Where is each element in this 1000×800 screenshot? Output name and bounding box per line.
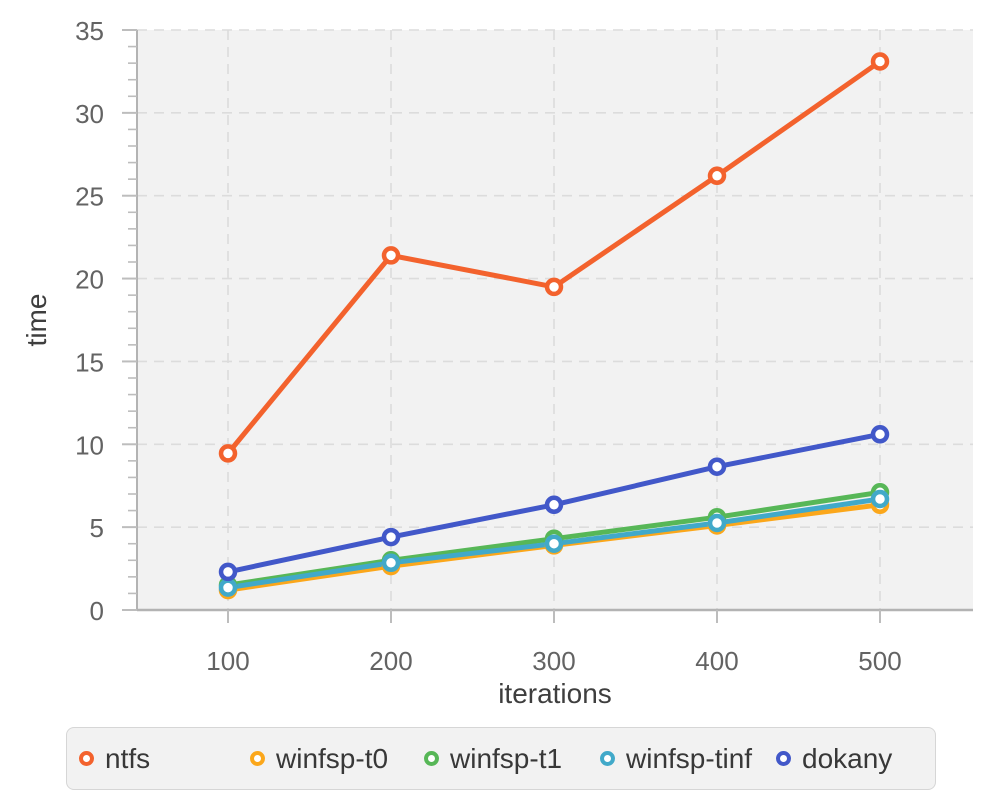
legend-item-winfsp-tinf: winfsp-tinf <box>600 742 776 774</box>
plot-background <box>137 30 973 610</box>
y-tick-label: 10 <box>75 430 104 460</box>
y-tick-label: 30 <box>75 99 104 129</box>
data-point-dokany <box>544 495 564 515</box>
legend-marker-dokany <box>776 751 791 766</box>
x-tick-label: 200 <box>369 646 412 676</box>
data-point-ntfs <box>218 444 238 463</box>
data-point-dokany <box>218 562 238 582</box>
x-axis-title: iterations <box>498 678 612 709</box>
legend-item-winfsp-t1: winfsp-t1 <box>424 742 600 774</box>
legend-label: winfsp-t1 <box>450 742 563 774</box>
legend-label: winfsp-tinf <box>626 742 753 774</box>
data-point-ntfs <box>381 246 401 265</box>
x-tick-label: 300 <box>532 646 575 676</box>
legend-marker-winfsp-t0 <box>250 751 265 766</box>
data-point-winfsp-tinf <box>218 578 238 597</box>
x-tick-label: 100 <box>206 646 249 676</box>
legend-label: winfsp-t0 <box>276 742 389 774</box>
tick-marks <box>122 29 881 623</box>
legend-marker-winfsp-t1 <box>424 751 439 766</box>
legend-marker-ntfs <box>79 751 94 766</box>
data-point-ntfs <box>707 166 727 186</box>
legend: ntfs winfsp-t0 winfsp-t1 winfsp-tinf dokany <box>66 727 936 790</box>
plot: 0 5 10 15 20 25 30 35 100 200 300 400 500 time itera… <box>21 16 973 709</box>
series-markers <box>218 52 890 600</box>
x-tick-label: 400 <box>695 646 738 676</box>
y-tick-label: 5 <box>90 513 104 543</box>
legend-item-ntfs: ntfs <box>79 742 250 774</box>
data-point-winfsp-tinf <box>381 553 401 573</box>
data-point-dokany <box>870 425 890 444</box>
y-axis-title: time <box>21 294 52 347</box>
data-point-ntfs <box>544 277 564 297</box>
legend-marker-winfsp-tinf <box>600 751 615 766</box>
legend-label: dokany <box>802 742 893 774</box>
legend-item-winfsp-t0: winfsp-t0 <box>250 742 424 774</box>
legend-item-dokany: dokany <box>776 742 935 774</box>
data-point-dokany <box>707 457 727 476</box>
data-point-ntfs <box>870 52 890 71</box>
y-tick-label: 20 <box>75 265 104 295</box>
y-tick-label: 25 <box>75 182 104 212</box>
x-tick-label: 500 <box>858 646 901 676</box>
data-point-dokany <box>381 527 401 547</box>
plot-area <box>137 30 973 610</box>
y-tick-label: 15 <box>75 347 104 377</box>
data-point-winfsp-tinf <box>707 513 727 533</box>
tick-labels: 0 5 10 15 20 25 30 35 100 200 300 400 500 <box>75 16 902 676</box>
data-point-winfsp-tinf <box>870 489 890 509</box>
y-tick-label: 0 <box>90 596 104 626</box>
legend-label: ntfs <box>105 742 151 774</box>
y-tick-label: 35 <box>75 16 104 46</box>
data-point-winfsp-tinf <box>544 534 564 553</box>
